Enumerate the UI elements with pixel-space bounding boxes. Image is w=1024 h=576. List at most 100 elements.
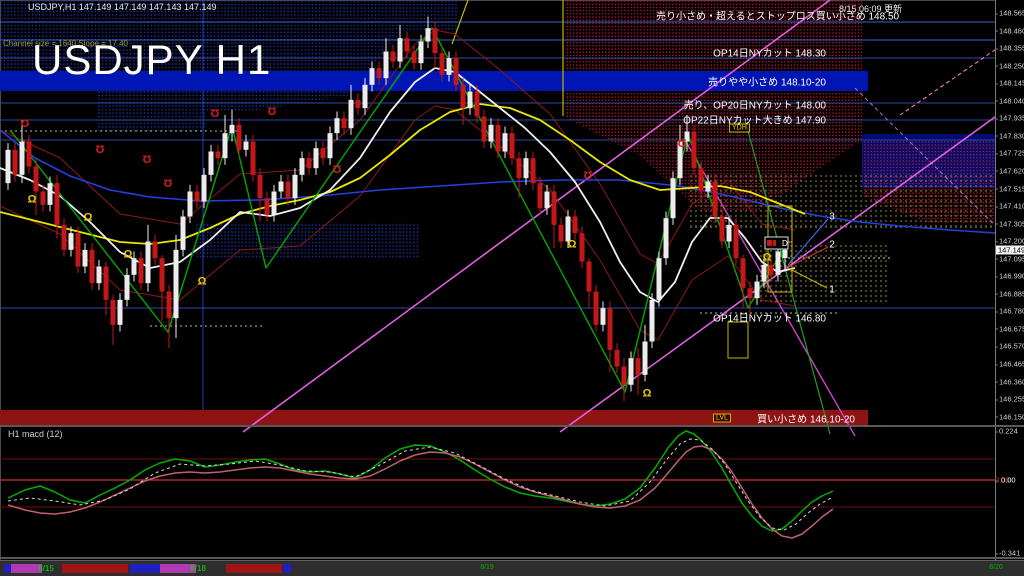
ma-yellow-line (0, 103, 806, 245)
candle-body (159, 258, 165, 292)
candle-body (418, 41, 424, 64)
candle-body (474, 91, 480, 117)
candle-body (635, 358, 641, 375)
candle-body (33, 166, 39, 192)
buy-signal-icon: Ω (197, 275, 207, 288)
candle-body (740, 258, 746, 289)
candle-body (320, 148, 326, 159)
candle-body (586, 261, 592, 292)
buy-signal-icon: Ω (123, 248, 133, 261)
candle-body (614, 349, 620, 367)
session-segment (4, 564, 11, 573)
candle-body (558, 224, 564, 242)
candle-body (768, 264, 774, 275)
price-tick-label: 148.355 (994, 44, 1024, 53)
price-tick-label: 148.565 (994, 9, 1024, 18)
candle-body (5, 149, 11, 184)
candle-body (537, 183, 543, 209)
order-annotation: OP14日NYカット 146.80 (713, 313, 826, 325)
order-annotation: OP14日NYカット 148.30 (713, 48, 826, 60)
candle-body (187, 191, 193, 217)
time-axis-bar[interactable]: 8/15 8/18 8/19 8/20 (0, 560, 1024, 576)
candle-body (334, 118, 340, 134)
price-axis[interactable]: 148.565 148.460 148.355 148.250 148.145 148.0… (994, 0, 1024, 570)
trend-line (744, 119, 831, 435)
candle-body (250, 141, 256, 175)
candle-body (663, 218, 669, 259)
wave-count-label: 1 (829, 284, 835, 296)
price-tick-label: 147.515 (994, 184, 1024, 193)
candle-body (432, 28, 438, 54)
wave-target-line (787, 246, 829, 268)
candle-body (460, 84, 466, 109)
panel-divider-top[interactable] (0, 425, 1024, 427)
candle-body (509, 133, 515, 159)
sell-signal-icon: Ω (20, 116, 30, 129)
price-tick-label: 146.255 (994, 395, 1024, 404)
pattern-marker-letter: D (782, 239, 788, 248)
candle-body (425, 28, 431, 42)
candle-body (68, 233, 74, 250)
candle-body (341, 118, 347, 129)
candle-body (19, 141, 25, 175)
candle-body (180, 216, 186, 250)
cloud-region (566, 0, 862, 210)
sell-signal-icon: Ω (210, 106, 220, 119)
sell-signal-icon: Ω (332, 162, 342, 175)
candle-body (236, 124, 242, 150)
candle-body (495, 124, 501, 152)
candle-body (719, 216, 725, 242)
price-tick-label: 146.465 (994, 360, 1024, 369)
candle-body (551, 191, 557, 225)
sell-signal-icon: Ω (583, 168, 593, 181)
candle-body (481, 116, 487, 142)
panel-divider-bottom[interactable] (0, 557, 1024, 559)
candle-body (208, 151, 214, 175)
candle-body (110, 299, 116, 325)
candle-body (313, 148, 319, 169)
candle-body (684, 131, 690, 142)
candle-body (698, 168, 704, 192)
macd-axis-label: -0.341 (994, 548, 1021, 558)
candle-body (628, 358, 634, 385)
macd-axis-label: 0.224 (995, 426, 1018, 436)
price-tick-label: 147.410 (994, 202, 1024, 211)
buy-signal-icon: Ω (83, 211, 93, 224)
price-tick-label: 146.150 (994, 412, 1024, 421)
level-tag: LVL (713, 413, 731, 423)
candle-body (229, 124, 235, 134)
candle-body (705, 181, 711, 192)
candle-body (565, 216, 571, 242)
date-label: 8/18 (190, 564, 206, 573)
candle-body (82, 249, 88, 267)
order-annotation: OP22日NYカット大きめ 147.90 (683, 115, 826, 127)
candle-body (271, 191, 277, 215)
candle-body (257, 174, 263, 199)
price-tick-label: 148.460 (994, 26, 1024, 35)
wave-target-line (787, 218, 829, 266)
candle-body (488, 124, 494, 142)
candle-body (327, 133, 333, 159)
candle-body (516, 158, 522, 179)
candle-body (285, 181, 291, 199)
ma-white-line (0, 67, 796, 303)
session-segment (226, 564, 282, 573)
buy-zone-label: 買い小さめ 146.10-20 (757, 414, 855, 426)
candle-body (747, 288, 753, 299)
candle-body (670, 178, 676, 219)
candle-body (103, 266, 109, 300)
candle-body (243, 141, 249, 150)
price-tick-label: 148.040 (994, 96, 1024, 105)
candle-body (152, 241, 158, 259)
candle-body (782, 249, 788, 259)
candle-body (306, 158, 312, 169)
candle-body (404, 38, 410, 52)
candle-body (544, 191, 550, 209)
date-label: 8/19 (480, 564, 494, 571)
candle-body (124, 274, 130, 300)
ma-blue-line (0, 129, 996, 234)
order-annotation: 売り小さめ・超えるとストップロス買い小さめ 148.50 (656, 11, 900, 23)
candle-body (600, 308, 606, 325)
